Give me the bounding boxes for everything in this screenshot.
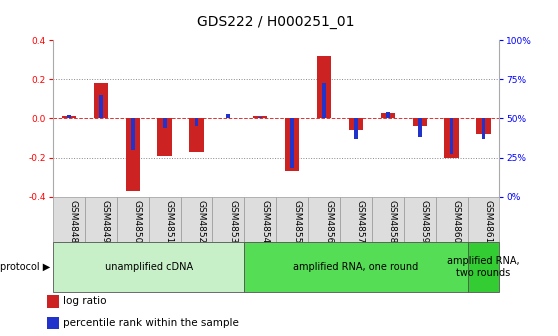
Bar [163, 119, 166, 128]
Bar [482, 119, 485, 139]
FancyBboxPatch shape [404, 197, 436, 242]
FancyBboxPatch shape [148, 197, 181, 242]
FancyBboxPatch shape [213, 197, 244, 242]
FancyBboxPatch shape [468, 242, 499, 292]
FancyBboxPatch shape [53, 242, 244, 292]
Bar [412, 119, 427, 126]
Bar [99, 95, 103, 119]
Text: GSM4850: GSM4850 [133, 200, 142, 244]
Text: log ratio: log ratio [64, 296, 107, 306]
Text: GSM4861: GSM4861 [483, 200, 493, 244]
Bar [349, 119, 363, 130]
FancyBboxPatch shape [276, 197, 308, 242]
Bar [47, 295, 59, 308]
FancyBboxPatch shape [468, 197, 499, 242]
FancyBboxPatch shape [244, 197, 276, 242]
Text: GSM4855: GSM4855 [292, 200, 301, 244]
Text: GSM4852: GSM4852 [196, 200, 205, 244]
Text: amplified RNA, one round: amplified RNA, one round [294, 262, 418, 272]
FancyBboxPatch shape [117, 197, 148, 242]
Text: GSM4851: GSM4851 [165, 200, 174, 244]
FancyBboxPatch shape [436, 197, 468, 242]
Text: unamplified cDNA: unamplified cDNA [104, 262, 193, 272]
Bar [189, 119, 204, 152]
Text: GSM4849: GSM4849 [101, 200, 110, 244]
Text: GSM4860: GSM4860 [451, 200, 460, 244]
Text: amplified RNA,
two rounds: amplified RNA, two rounds [447, 256, 520, 278]
Bar [317, 56, 331, 119]
FancyBboxPatch shape [340, 197, 372, 242]
Bar [126, 119, 140, 191]
Text: GDS222 / H000251_01: GDS222 / H000251_01 [198, 14, 355, 29]
Bar [258, 117, 262, 119]
Bar [67, 115, 71, 119]
Bar [285, 119, 299, 171]
FancyBboxPatch shape [53, 197, 85, 242]
FancyBboxPatch shape [308, 197, 340, 242]
FancyBboxPatch shape [372, 197, 404, 242]
Bar [322, 83, 326, 119]
FancyBboxPatch shape [85, 197, 117, 242]
Bar [444, 119, 459, 158]
Text: GSM4856: GSM4856 [324, 200, 333, 244]
Bar [290, 119, 294, 168]
Text: percentile rank within the sample: percentile rank within the sample [64, 318, 239, 328]
Text: GSM4853: GSM4853 [228, 200, 237, 244]
Bar [450, 119, 454, 154]
Bar [354, 119, 358, 139]
Text: GSM4848: GSM4848 [69, 200, 78, 244]
Text: GSM4859: GSM4859 [420, 200, 429, 244]
Bar [253, 117, 267, 119]
Bar [195, 119, 199, 126]
FancyBboxPatch shape [244, 242, 468, 292]
Text: GSM4854: GSM4854 [260, 200, 270, 244]
Bar [131, 119, 134, 150]
Bar [157, 119, 172, 156]
Bar [47, 317, 59, 329]
Bar [477, 119, 490, 134]
Text: GSM4857: GSM4857 [356, 200, 365, 244]
Bar [418, 119, 422, 137]
Text: protocol ▶: protocol ▶ [0, 262, 50, 272]
Text: GSM4858: GSM4858 [388, 200, 397, 244]
Bar [62, 117, 76, 119]
Bar [381, 113, 395, 119]
FancyBboxPatch shape [181, 197, 213, 242]
Bar [386, 112, 389, 119]
Bar [94, 83, 108, 119]
Bar [227, 114, 230, 119]
